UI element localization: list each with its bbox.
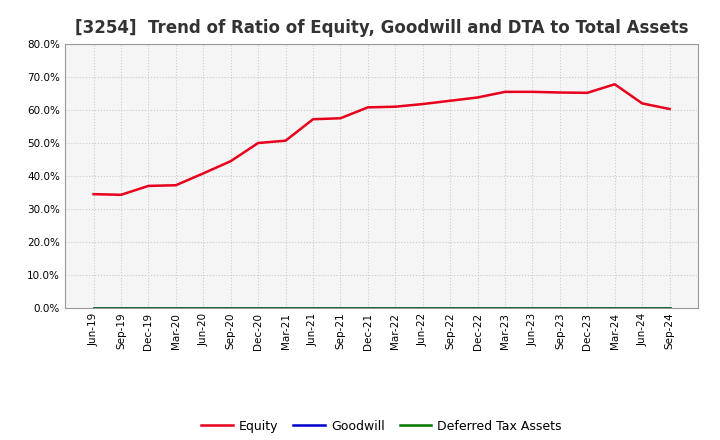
Goodwill bbox=[226, 305, 235, 311]
Equity bbox=[336, 116, 345, 121]
Deferred Tax Assets bbox=[500, 305, 509, 311]
Equity bbox=[309, 117, 318, 122]
Goodwill bbox=[282, 305, 290, 311]
Equity bbox=[583, 90, 592, 95]
Line: Equity: Equity bbox=[94, 84, 670, 195]
Equity bbox=[391, 104, 400, 109]
Goodwill bbox=[638, 305, 647, 311]
Deferred Tax Assets bbox=[556, 305, 564, 311]
Deferred Tax Assets bbox=[611, 305, 619, 311]
Goodwill bbox=[556, 305, 564, 311]
Goodwill bbox=[254, 305, 263, 311]
Equity bbox=[282, 138, 290, 143]
Goodwill bbox=[336, 305, 345, 311]
Deferred Tax Assets bbox=[171, 305, 180, 311]
Goodwill bbox=[418, 305, 427, 311]
Goodwill bbox=[199, 305, 207, 311]
Deferred Tax Assets bbox=[638, 305, 647, 311]
Deferred Tax Assets bbox=[336, 305, 345, 311]
Equity bbox=[171, 183, 180, 188]
Deferred Tax Assets bbox=[199, 305, 207, 311]
Equity bbox=[89, 191, 98, 197]
Goodwill bbox=[89, 305, 98, 311]
Equity bbox=[638, 101, 647, 106]
Goodwill bbox=[665, 305, 674, 311]
Legend: Equity, Goodwill, Deferred Tax Assets: Equity, Goodwill, Deferred Tax Assets bbox=[197, 414, 567, 437]
Goodwill bbox=[446, 305, 454, 311]
Equity bbox=[418, 101, 427, 106]
Deferred Tax Assets bbox=[282, 305, 290, 311]
Equity bbox=[665, 106, 674, 112]
Deferred Tax Assets bbox=[254, 305, 263, 311]
Deferred Tax Assets bbox=[144, 305, 153, 311]
Deferred Tax Assets bbox=[89, 305, 98, 311]
Goodwill bbox=[364, 305, 372, 311]
Deferred Tax Assets bbox=[473, 305, 482, 311]
Goodwill bbox=[391, 305, 400, 311]
Deferred Tax Assets bbox=[117, 305, 125, 311]
Goodwill bbox=[611, 305, 619, 311]
Equity bbox=[611, 81, 619, 87]
Deferred Tax Assets bbox=[665, 305, 674, 311]
Goodwill bbox=[583, 305, 592, 311]
Deferred Tax Assets bbox=[309, 305, 318, 311]
Goodwill bbox=[171, 305, 180, 311]
Deferred Tax Assets bbox=[446, 305, 454, 311]
Equity bbox=[500, 89, 509, 95]
Deferred Tax Assets bbox=[418, 305, 427, 311]
Goodwill bbox=[309, 305, 318, 311]
Title: [3254]  Trend of Ratio of Equity, Goodwill and DTA to Total Assets: [3254] Trend of Ratio of Equity, Goodwil… bbox=[75, 19, 688, 37]
Deferred Tax Assets bbox=[528, 305, 537, 311]
Equity bbox=[364, 105, 372, 110]
Equity bbox=[144, 183, 153, 188]
Goodwill bbox=[117, 305, 125, 311]
Deferred Tax Assets bbox=[226, 305, 235, 311]
Equity bbox=[254, 140, 263, 146]
Deferred Tax Assets bbox=[583, 305, 592, 311]
Goodwill bbox=[144, 305, 153, 311]
Equity bbox=[473, 95, 482, 100]
Equity bbox=[117, 192, 125, 198]
Equity bbox=[199, 171, 207, 176]
Goodwill bbox=[500, 305, 509, 311]
Goodwill bbox=[528, 305, 537, 311]
Equity bbox=[446, 98, 454, 103]
Deferred Tax Assets bbox=[391, 305, 400, 311]
Equity bbox=[226, 158, 235, 164]
Deferred Tax Assets bbox=[364, 305, 372, 311]
Equity bbox=[528, 89, 537, 95]
Goodwill bbox=[473, 305, 482, 311]
Equity bbox=[556, 90, 564, 95]
